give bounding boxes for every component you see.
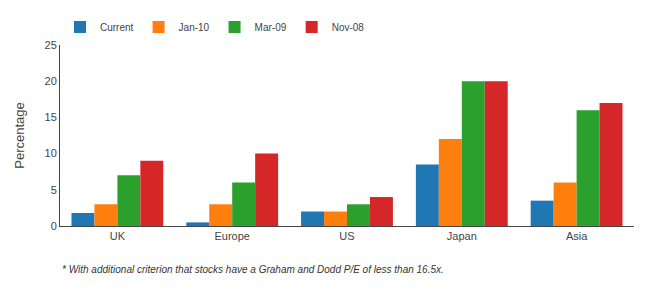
svg-text:Japan: Japan (447, 230, 477, 242)
svg-text:10: 10 (45, 147, 57, 159)
svg-text:15: 15 (45, 111, 57, 123)
svg-text:Mar-09: Mar-09 (255, 22, 287, 33)
svg-text:25: 25 (45, 39, 57, 51)
svg-text:UK: UK (110, 230, 126, 242)
svg-text:Asia: Asia (566, 230, 588, 242)
svg-text:US: US (339, 230, 354, 242)
svg-text:Nov-08: Nov-08 (332, 22, 365, 33)
svg-text:0: 0 (51, 220, 57, 232)
svg-text:Current: Current (100, 22, 134, 33)
svg-text:Europe: Europe (214, 230, 249, 242)
svg-text:Percentage: Percentage (12, 102, 27, 169)
svg-text:* With additional criterion th: * With additional criterion that stocks … (62, 264, 444, 275)
svg-text:5: 5 (51, 184, 57, 196)
svg-text:Jan-10: Jan-10 (179, 22, 210, 33)
svg-text:20: 20 (45, 75, 57, 87)
